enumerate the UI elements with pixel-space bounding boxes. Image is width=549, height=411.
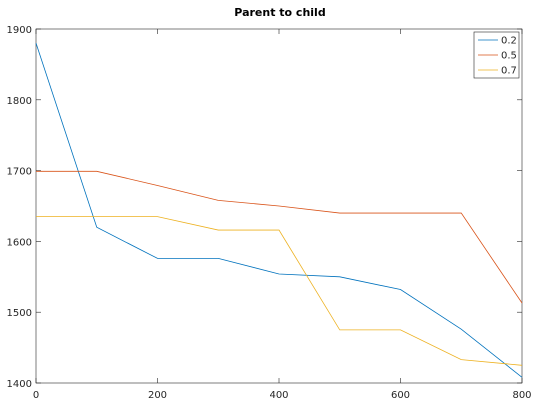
series-line-1 [36, 170, 523, 304]
y-tick-label: 1700 [7, 167, 32, 178]
y-tick-label: 1900 [7, 25, 32, 36]
axis-ticks: 0 200 400 600 800 1400 1500 1600 1700 1800 1900 [7, 25, 532, 401]
legend: 0.2 0.5 0.7 [473, 31, 520, 79]
x-tick-label: 200 [148, 390, 167, 401]
x-tick-label: 800 [512, 390, 531, 401]
y-tick-label: 1400 [7, 379, 32, 390]
y-tick-label: 1600 [7, 237, 32, 248]
series-lines [35, 43, 523, 378]
x-tick-label: 400 [269, 390, 288, 401]
y-tick-label: 1800 [7, 96, 32, 107]
series-line-2 [36, 216, 523, 366]
legend-label: 0.2 [501, 36, 517, 47]
legend-label: 0.7 [501, 66, 517, 77]
legend-label: 0.5 [501, 51, 517, 62]
y-tick-label: 1500 [7, 308, 32, 319]
chart-title: Parent to child [234, 6, 325, 19]
x-tick-label: 0 [33, 390, 39, 401]
x-tick-label: 600 [391, 390, 410, 401]
series-line-0 [35, 43, 523, 378]
